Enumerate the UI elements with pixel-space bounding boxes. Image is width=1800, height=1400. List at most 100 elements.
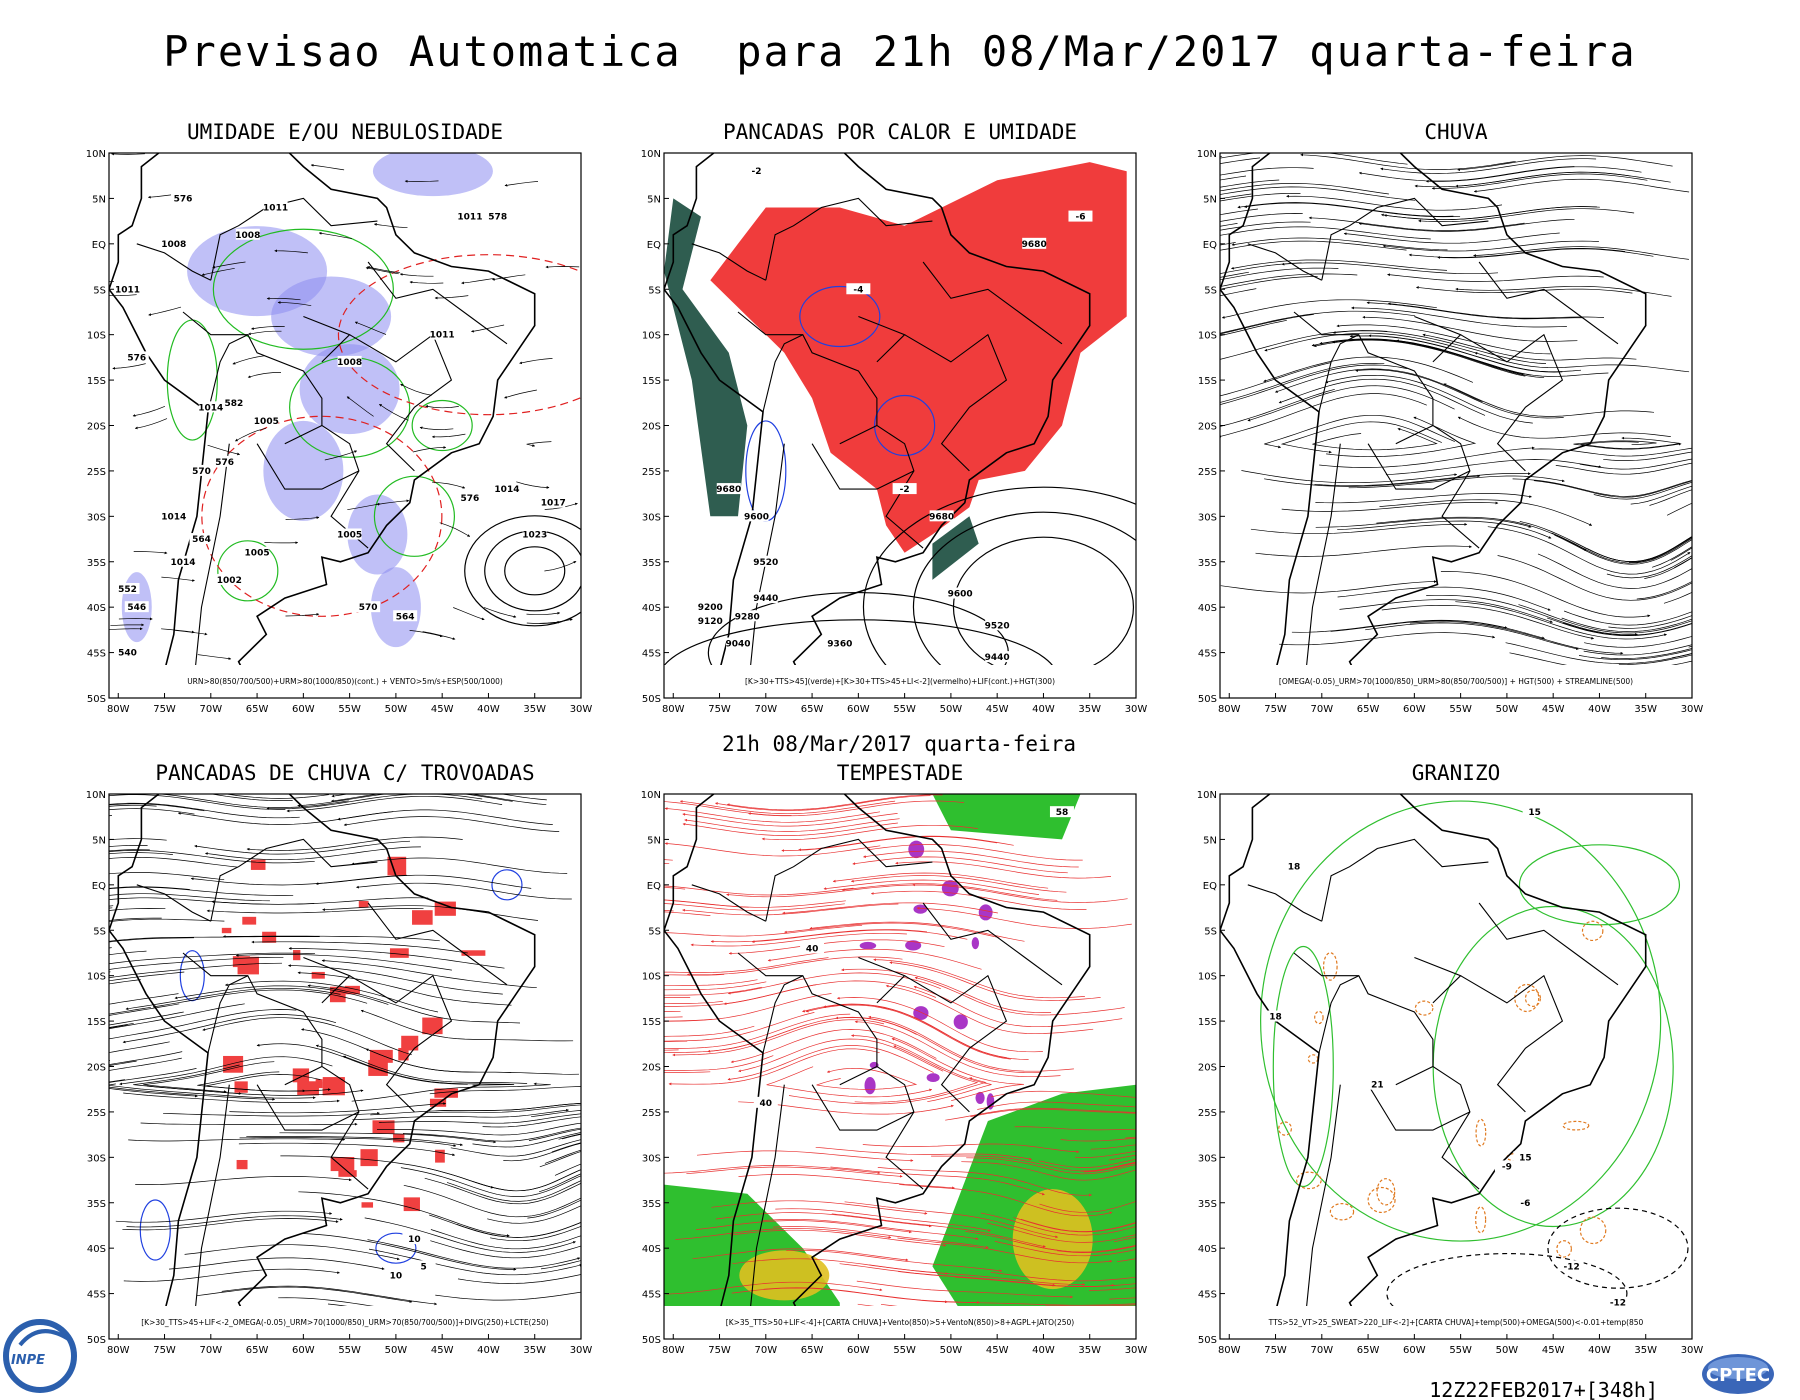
country-border — [1367, 1084, 1471, 1131]
streamline — [347, 502, 381, 511]
contour-label-bg — [753, 1096, 778, 1108]
streamline — [1264, 474, 1481, 487]
lat-label: 30S — [87, 512, 106, 523]
contour-label-bg — [1494, 1160, 1519, 1172]
streamline — [664, 974, 725, 976]
temperature-contour — [1260, 800, 1662, 1242]
streamline — [1325, 374, 1533, 424]
streamline — [726, 794, 943, 811]
lon-label: 50W — [1496, 704, 1519, 715]
lon-label: 40W — [1588, 704, 1611, 715]
streamline — [913, 985, 1123, 1028]
lat-label: EQ — [647, 881, 661, 892]
lon-label: 35W — [1634, 1345, 1657, 1356]
streamline — [354, 321, 387, 335]
streamline — [836, 996, 1043, 1053]
streamline — [1426, 594, 1638, 636]
divergence-contour — [491, 869, 523, 901]
streamline — [109, 1006, 151, 1015]
streamline — [868, 1015, 1074, 1072]
streamline — [370, 1102, 581, 1116]
streamline — [1382, 240, 1599, 252]
contour-label-bg — [161, 510, 186, 522]
lon-label: 40W — [477, 704, 500, 715]
streamline — [1366, 301, 1583, 320]
streamline — [109, 971, 185, 982]
streamline — [692, 1248, 909, 1262]
streamline — [109, 962, 283, 979]
lon-label: 55W — [1449, 704, 1472, 715]
streamline — [664, 842, 881, 857]
streamline — [844, 1201, 1059, 1239]
streamline — [279, 1132, 497, 1144]
country-border — [691, 884, 767, 922]
streamline — [435, 1291, 581, 1301]
country-border — [367, 261, 508, 345]
streamline — [109, 1068, 198, 1098]
country-border — [1460, 333, 1564, 472]
streamline — [109, 1041, 170, 1053]
lon-label: 45W — [431, 1345, 454, 1356]
streamline — [1221, 299, 1437, 319]
streamline — [965, 1231, 1136, 1253]
contour-label-bg — [402, 1233, 427, 1245]
lat-label: 5S — [93, 926, 106, 937]
streamline — [177, 811, 394, 825]
lat-label: 35S — [1198, 1199, 1217, 1210]
streamline — [285, 516, 320, 520]
country-border — [136, 884, 212, 922]
streamline — [148, 306, 182, 316]
lat-label: EQ — [1203, 240, 1217, 251]
streamline — [854, 1020, 1061, 1078]
streamline — [128, 1138, 346, 1142]
panel-title: CHUVA — [1424, 120, 1488, 144]
streamline — [274, 249, 308, 254]
thunderstorm-area — [293, 950, 301, 961]
streamline — [1537, 553, 1692, 589]
streamline — [264, 541, 299, 545]
contour-label: -4 — [853, 285, 863, 295]
lat-label: 35S — [87, 1199, 106, 1210]
streamline — [664, 1025, 755, 1037]
streamline — [856, 1280, 1074, 1299]
streamline — [402, 1127, 581, 1142]
streamline — [115, 1210, 333, 1223]
streamline — [1518, 604, 1692, 634]
streamline — [288, 947, 505, 969]
streamline — [487, 1205, 581, 1224]
country-border — [1414, 956, 1462, 1004]
country-border — [1318, 975, 1360, 1054]
humidity-contour — [373, 475, 456, 557]
streamline — [238, 1142, 456, 1157]
coastline — [664, 153, 1091, 698]
contour-label-bg — [1263, 1010, 1288, 1022]
streamline — [1533, 480, 1692, 498]
streamline — [419, 426, 454, 430]
contour-label: 9680 — [716, 485, 741, 495]
contour-label-bg — [383, 1269, 408, 1281]
contour-label-bg — [430, 328, 455, 340]
streamline — [109, 856, 238, 868]
streamline — [781, 836, 998, 852]
country-border — [207, 975, 249, 1054]
streamline — [288, 964, 503, 995]
thunderstorm-area — [403, 1197, 420, 1212]
lon-label: 50W — [385, 704, 408, 715]
streamline — [1250, 522, 1468, 535]
streamline — [1264, 414, 1455, 449]
lat-label: 25S — [642, 467, 661, 478]
streamline — [1578, 649, 1692, 661]
streamline — [1220, 580, 1437, 594]
streamline — [1326, 416, 1477, 458]
contour-label-bg — [846, 283, 871, 295]
streamline — [1247, 385, 1455, 422]
country-border — [904, 974, 1008, 1113]
streamline — [664, 1055, 774, 1071]
contour-label: 9280 — [735, 612, 760, 622]
thunderstorm-area — [387, 856, 407, 876]
contour-label-bg — [411, 1260, 436, 1272]
lon-label: 30W — [1681, 704, 1704, 715]
streamline — [1583, 644, 1692, 656]
streamline — [351, 857, 568, 874]
panels: UMIDADE E/OU NEBULOSIDADE 1008 1011 1011 578… — [86, 120, 1704, 1356]
